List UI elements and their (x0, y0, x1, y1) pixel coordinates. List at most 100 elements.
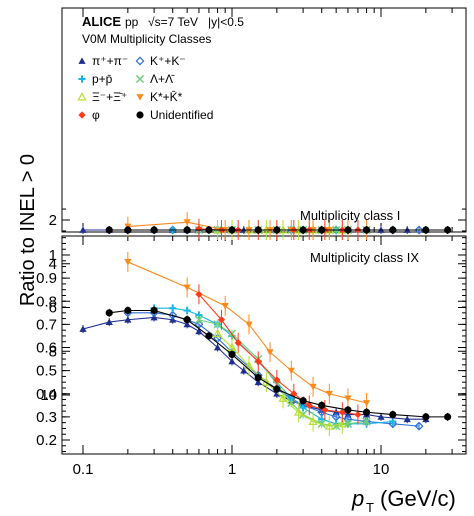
y-tick-label: 10 (40, 387, 57, 404)
bottom-data-point (254, 378, 262, 386)
system-label: pp (125, 15, 139, 29)
bottom-data-point (309, 383, 317, 391)
legend-marker (135, 56, 145, 66)
y-tick-label: 0.3 (36, 409, 57, 426)
x-axis-label-sub: T (366, 500, 374, 515)
y-tick-label: 0.4 (36, 386, 57, 403)
bottom-panel-label: Multiplicity class IX (310, 250, 419, 265)
bottom-data-point (105, 318, 113, 325)
bottom-data-point (444, 413, 452, 421)
top-data-point (228, 226, 236, 234)
bottom-data-point (389, 417, 397, 426)
legend-label: Ξ⁻+Ξ̄⁺ (92, 90, 127, 104)
bottom-data-point (266, 349, 274, 356)
legend-marker (77, 92, 87, 101)
bottom-data-point (254, 373, 262, 382)
top-data-point (183, 226, 191, 234)
top-data-point (444, 226, 452, 234)
bottom-data-point (388, 419, 398, 429)
bottom-series-line (127, 312, 420, 427)
bottom-data-point (414, 421, 424, 431)
bottom-data-point (344, 410, 352, 418)
legend-label: φ (92, 108, 100, 122)
top-data-point (414, 225, 424, 235)
legend-label: p+p̄ (92, 72, 113, 86)
bottom-data-point (362, 417, 371, 426)
bottom-data-point (183, 284, 191, 291)
y-tick-label: 0.6 (36, 340, 57, 357)
y-tick-label: 8 (49, 343, 57, 360)
top-data-point (389, 226, 397, 234)
bottom-data-point (169, 304, 177, 312)
top-data-point (205, 226, 213, 234)
bottom-data-point (338, 408, 346, 416)
bottom-data-point (337, 418, 347, 428)
bottom-data-point (205, 332, 213, 340)
bottom-data-point (332, 421, 341, 431)
bottom-data-point (195, 290, 203, 298)
y-tick-label: 0.2 (36, 432, 57, 449)
legend-marker (78, 57, 86, 64)
bottom-data-point (324, 421, 334, 430)
bottom-data-point (217, 316, 226, 324)
y-tick-label: 0.5 (36, 363, 57, 380)
top-data-point (124, 226, 132, 234)
bottom-data-point (183, 316, 191, 324)
top-panel-series (79, 212, 452, 240)
bottom-data-point (325, 390, 333, 398)
top-panel-frame (61, 7, 467, 233)
experiment-label: ALICE (82, 14, 121, 29)
top-data-point (362, 226, 371, 234)
bottom-data-point (221, 302, 229, 310)
bottom-series-line (127, 261, 367, 404)
bottom-data-point (308, 416, 318, 425)
bottom-data-point (354, 410, 362, 419)
bottom-data-point (240, 367, 248, 374)
top-data-point (318, 226, 326, 234)
subtitle: V0M Multiplicity Classes (82, 32, 211, 46)
bottom-data-point (194, 315, 204, 324)
top-data-point (344, 226, 352, 234)
y-tick-label: 0.9 (36, 270, 57, 287)
y-tick-label: 1 (49, 247, 57, 264)
bottom-panel-series (79, 251, 452, 437)
bottom-data-point (254, 357, 262, 365)
bottom-data-point (234, 339, 242, 347)
legend-label: K⁺+K⁻ (150, 54, 186, 68)
legend-marker (136, 94, 144, 101)
y-axis-label: Ratio to INEL > 0 (17, 154, 39, 306)
bottom-panel-ticks: 0.2 0.3 0.4 0.5 0.6 0.7 0.8 0.9 1 (36, 236, 466, 454)
x-axis-label-p: p (351, 486, 364, 511)
bottom-data-point (124, 259, 132, 266)
bottom-data-point (212, 328, 223, 338)
y-tick-label: 0.7 (36, 316, 57, 333)
bottom-data-point (389, 410, 397, 419)
bottom-data-point (168, 310, 178, 320)
top-data-point (150, 226, 158, 234)
top-data-point (299, 226, 307, 234)
bottom-data-point (213, 343, 222, 351)
bottom-series-line (82, 316, 426, 420)
bottom-data-point (278, 393, 288, 402)
top-data-point (79, 226, 87, 233)
bottom-data-point (377, 413, 385, 420)
bottom-data-point (228, 357, 236, 365)
x-axis-label-unit: (GeV/c) (380, 486, 456, 511)
bottom-data-point (362, 408, 371, 416)
bottom-data-point (403, 415, 411, 423)
x-tick-label-0.1: 0.1 (73, 461, 94, 478)
bottom-data-point (299, 404, 307, 412)
top-panel-label: Multiplicity class I (300, 208, 400, 223)
bottom-data-point (124, 306, 132, 315)
legend-marker (136, 111, 144, 119)
bottom-data-point (273, 376, 281, 384)
legend: π⁺+π⁻ K⁺+K⁻ p+p̄ Λ+Λ̄ Ξ⁻+Ξ̄⁺ K*+K̄* φ Unidentif… (77, 54, 213, 122)
bottom-data-point (305, 401, 313, 409)
top-data-point (254, 226, 262, 234)
legend-marker (135, 74, 145, 84)
bottom-data-point (195, 327, 203, 335)
bottom-data-point (318, 401, 326, 409)
bottom-series-line (198, 293, 359, 416)
y-tick-label: 0.8 (36, 293, 57, 310)
